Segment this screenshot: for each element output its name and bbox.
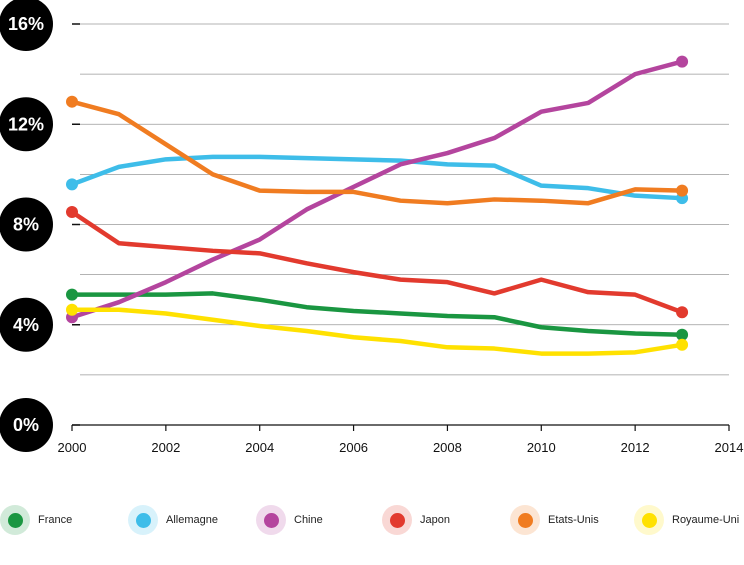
y-tick-label: 8% bbox=[13, 215, 39, 235]
x-tick-label: 2004 bbox=[245, 440, 274, 455]
legend-swatch bbox=[510, 505, 540, 535]
legend-item-chine: Chine bbox=[256, 500, 323, 540]
series-point bbox=[66, 95, 78, 108]
x-tick-label: 2002 bbox=[151, 440, 180, 455]
legend-swatch-dot bbox=[135, 512, 151, 528]
y-tick-badge bbox=[0, 0, 53, 51]
series-line-japon bbox=[69, 209, 685, 315]
legend-item-france: France bbox=[0, 500, 72, 540]
legend-swatch bbox=[382, 505, 412, 535]
legend-label: Etats-Unis bbox=[548, 514, 599, 526]
y-tick-badge bbox=[0, 398, 53, 452]
legend-label: Royaume-Uni bbox=[672, 514, 740, 526]
legend-label: Allemagne bbox=[166, 514, 218, 526]
legend-label: France bbox=[38, 514, 73, 526]
x-tick-label: 2000 bbox=[58, 440, 87, 455]
x-axis: 2000 2002 2004 2006 2008 2010 2012 2014 bbox=[58, 424, 744, 455]
legend-label: Japon bbox=[420, 514, 450, 526]
series-line-etats-unis bbox=[69, 99, 685, 206]
series-point bbox=[66, 178, 78, 191]
x-tick-label: 2006 bbox=[339, 440, 368, 455]
series-point bbox=[676, 338, 689, 351]
y-tick-label: 16% bbox=[8, 14, 44, 34]
legend-item-allemagne: Allemagne bbox=[128, 500, 218, 540]
x-tick-label: 2012 bbox=[621, 440, 650, 455]
series-point bbox=[676, 306, 689, 319]
line-chart: 2000 2002 2004 2006 2008 2010 2012 2014 0% 4% 8% 1… bbox=[0, 0, 744, 455]
legend-swatch bbox=[0, 505, 30, 535]
legend-swatch bbox=[256, 505, 286, 535]
y-tick-label: 0% bbox=[13, 415, 39, 435]
y-tick-badge bbox=[0, 297, 53, 352]
legend-swatch-dot bbox=[389, 512, 405, 528]
series-line-allemagne bbox=[69, 154, 685, 201]
y-axis-labels: 0% 4% 8% 12% 16% bbox=[0, 0, 80, 452]
legend-swatch-dot bbox=[7, 512, 23, 528]
y-tick-badge bbox=[0, 197, 53, 252]
series-line-royaume-uni bbox=[69, 307, 685, 356]
legend-swatch-dot bbox=[517, 512, 533, 528]
legend-swatch bbox=[634, 505, 664, 535]
legend-swatch-dot bbox=[641, 512, 657, 528]
legend-label: Chine bbox=[294, 514, 323, 526]
series-point bbox=[676, 184, 689, 197]
x-tick-label: 2008 bbox=[433, 440, 462, 455]
series-point bbox=[66, 288, 78, 301]
legend-item-royaume-uni: Royaume-Uni bbox=[634, 500, 739, 540]
series-point bbox=[66, 303, 78, 316]
y-tick-label: 4% bbox=[13, 315, 39, 335]
series-line-france bbox=[69, 291, 685, 338]
y-tick-label: 12% bbox=[8, 114, 44, 134]
legend-item-etats-unis: Etats-Unis bbox=[510, 500, 599, 540]
legend-swatch-dot bbox=[263, 512, 279, 528]
y-tick-badge bbox=[0, 97, 53, 152]
x-tick-label: 2014 bbox=[715, 440, 744, 455]
series-point bbox=[676, 328, 689, 341]
series-line-chine bbox=[69, 59, 685, 320]
legend-item-japon: Japon bbox=[382, 500, 450, 540]
gridlines bbox=[80, 23, 729, 376]
series-point bbox=[66, 205, 78, 218]
series-lines bbox=[66, 55, 689, 356]
legend-swatch bbox=[128, 505, 158, 535]
series-point bbox=[676, 55, 689, 68]
x-tick-label: 2010 bbox=[527, 440, 556, 455]
legend: France Allemagne Chine Japon Etats-Unis Royau… bbox=[0, 500, 744, 540]
